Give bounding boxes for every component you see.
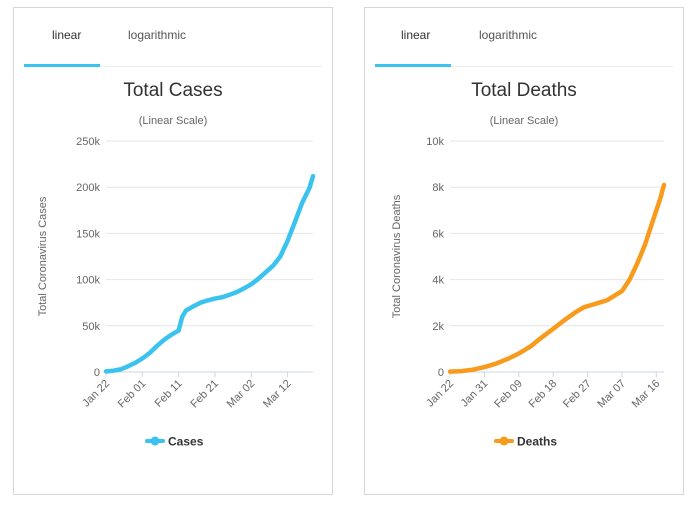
y-tick-label: 250k	[76, 136, 100, 148]
legend-label: Cases	[168, 435, 204, 449]
deaths-panel: linear logarithmic Total Deaths (Linear S…	[364, 7, 684, 495]
x-tick-label: Feb 27	[561, 378, 594, 411]
y-tick-label: 2k	[432, 321, 444, 333]
chart-subtitle: (Linear Scale)	[139, 115, 207, 127]
x-tick-label: Jan 22	[424, 378, 456, 410]
legend-swatch-marker	[150, 436, 160, 446]
series-line	[103, 173, 316, 374]
x-tick-label: Feb 18	[527, 378, 560, 411]
legend-label: Deaths	[517, 435, 557, 449]
x-tick-label: Mar 16	[630, 378, 663, 411]
tab-logarithmic[interactable]: logarithmic	[479, 28, 538, 42]
y-tick-label: 200k	[76, 182, 100, 194]
chart-title: Total Cases	[123, 80, 222, 101]
cases-panel: linear logarithmic Total Cases (Linear Sc…	[13, 7, 333, 495]
x-tick-label: Feb 01	[116, 378, 149, 411]
active-tab-indicator	[375, 64, 451, 67]
y-tick-label: 100k	[76, 275, 100, 287]
legend-swatch-marker	[499, 436, 509, 446]
x-tick-label: Mar 07	[595, 378, 628, 411]
x-tick-label: Jan 31	[459, 378, 491, 410]
chart-title: Total Deaths	[471, 80, 577, 101]
tab-linear[interactable]: linear	[52, 28, 82, 42]
y-tick-label: 4k	[432, 275, 444, 287]
x-tick-label: Feb 11	[153, 378, 185, 410]
tab-logarithmic[interactable]: logarithmic	[128, 28, 187, 42]
x-tick-label: Feb 21	[188, 378, 221, 411]
chart-subtitle: (Linear Scale)	[490, 115, 558, 127]
active-tab-indicator	[24, 64, 100, 67]
y-tick-label: 150k	[76, 228, 100, 240]
y-tick-label: 0	[94, 367, 100, 379]
x-tick-label: Mar 02	[225, 378, 258, 411]
tab-linear[interactable]: linear	[401, 28, 431, 42]
y-axis-title: Total Coronavirus Cases	[37, 196, 49, 316]
y-tick-label: 50k	[82, 321, 100, 333]
x-tick-label: Jan 22	[80, 378, 112, 410]
x-tick-label: Mar 12	[261, 378, 294, 411]
y-tick-label: 0	[438, 367, 444, 379]
y-tick-label: 8k	[432, 182, 444, 194]
y-axis-title: Total Coronavirus Deaths	[391, 194, 403, 318]
y-tick-label: 6k	[432, 228, 444, 240]
x-tick-label: Feb 09	[492, 378, 525, 411]
series-line	[447, 182, 667, 374]
cases-chart: Total Cases (Linear Scale) 0 50k 100k 150k 200…	[37, 80, 316, 449]
scale-tabs: linear logarithmic	[24, 20, 322, 67]
scale-tabs: linear logarithmic	[375, 20, 673, 67]
y-tick-label: 10k	[426, 136, 444, 148]
deaths-chart: Total Deaths (Linear Scale) 0 2k 4k 6k 8k 10k To…	[391, 80, 667, 449]
